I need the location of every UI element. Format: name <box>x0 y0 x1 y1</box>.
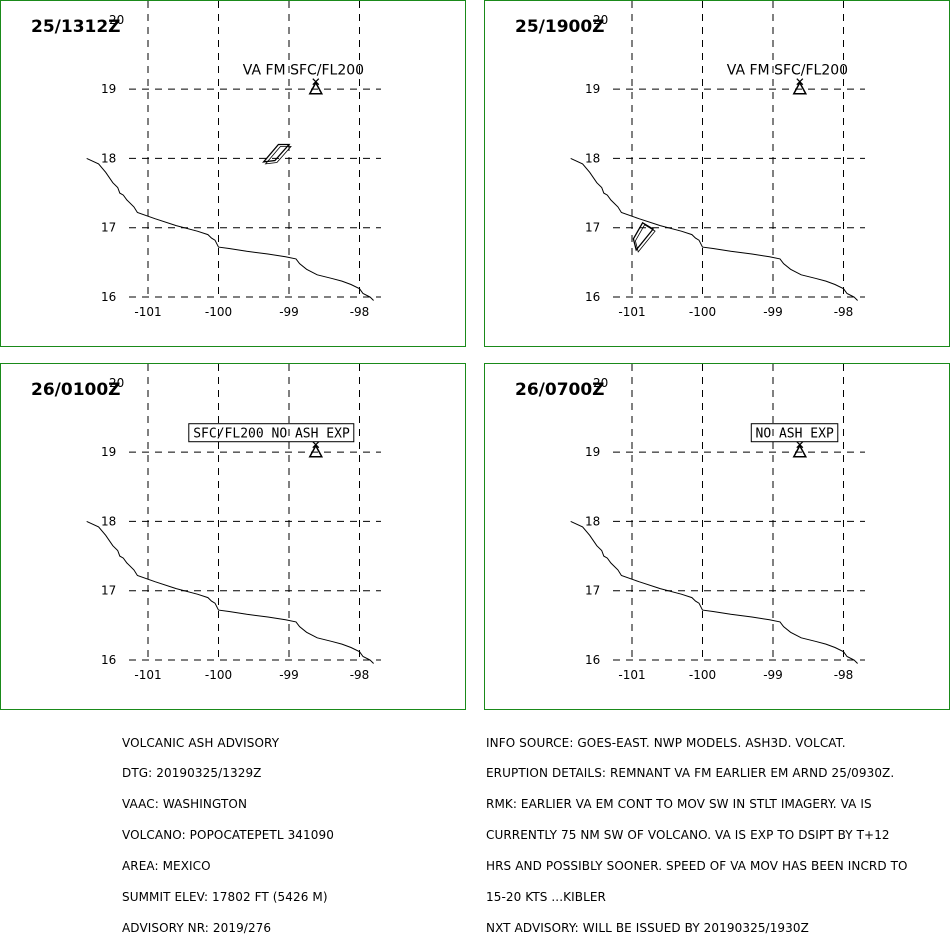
lon-tick-label: -98 <box>834 668 854 682</box>
advisory-line: CURRENTLY 75 NM SW OF VOLCANO. VA IS EXP… <box>486 828 890 843</box>
map-panel-2: 25/1900Z 20 19 18 17 16 -101 -100 -99 -98 VA FM S… <box>484 0 950 347</box>
advisory-line: ERUPTION DETAILS: REMNANT VA FM EARLIER … <box>486 766 895 781</box>
ash-area-polygon <box>262 143 291 163</box>
lat-tick-label: 17 <box>101 221 116 235</box>
lat-tick-label: 18 <box>585 151 600 165</box>
forecast-label: NO ASH EXP <box>756 427 834 442</box>
forecast-label-box <box>188 423 355 443</box>
lon-tick-label: -99 <box>279 668 299 682</box>
lat-tick-label: 20 <box>593 13 608 27</box>
map-svg-2: 20 19 18 17 16 -101 -100 -99 -98 VA FM SFC/FL200 <box>570 1 865 319</box>
panel-time-2: 25/1900Z <box>515 17 605 37</box>
lat-tick-label: 17 <box>585 584 600 598</box>
advisory-line: DTG: 20190325/1329Z <box>122 766 262 781</box>
advisory-line: VOLCANO: POPOCATEPETL 341090 <box>122 828 334 843</box>
lon-tick-label: -101 <box>134 305 161 319</box>
lon-tick-label: -98 <box>350 668 370 682</box>
coastline <box>570 520 858 664</box>
volcano-icon-mark <box>796 441 804 449</box>
lat-tick-label: 18 <box>585 514 600 528</box>
lat-tick-label: 17 <box>585 221 600 235</box>
volcano-icon-mark <box>312 441 320 449</box>
lon-tick-label: -101 <box>134 668 161 682</box>
lon-tick-label: -98 <box>350 305 370 319</box>
map-svg-3: 20 19 18 17 16 -101 -100 -99 -98 SFC/FL200 NO ASH… <box>86 364 381 682</box>
lon-tick-label: -100 <box>205 668 232 682</box>
forecast-label: VA FM SFC/FL200 <box>727 63 848 79</box>
lon-tick-label: -100 <box>689 305 716 319</box>
volcano-icon-mark <box>312 78 320 86</box>
map-svg-4: 20 19 18 17 16 -101 -100 -99 -98 NO ASH EXP <box>570 364 865 682</box>
map-svg-1: 20 19 18 17 16 -101 -100 -99 -98 VA FM SFC/FL200 <box>86 1 381 319</box>
advisory-line: RMK: EARLIER VA EM CONT TO MOV SW IN STL… <box>486 797 872 812</box>
advisory-line: ADVISORY NR: 2019/276 <box>122 920 272 935</box>
lon-tick-label: -101 <box>618 668 645 682</box>
lat-tick-label: 18 <box>101 514 116 528</box>
panel-time-4: 26/0700Z <box>515 380 605 400</box>
advisory-header-text: VOLCANIC ASH ADVISORY DTG: 20190325/1329… <box>122 717 334 944</box>
lat-tick-label: 16 <box>101 653 116 667</box>
lon-tick-label: -99 <box>763 668 783 682</box>
ash-area-outline <box>264 146 292 165</box>
advisory-line: HRS AND POSSIBLY SOONER. SPEED OF VA MOV… <box>486 859 908 874</box>
lat-tick-label: 16 <box>585 653 600 667</box>
advisory-line: NXT ADVISORY: WILL BE ISSUED BY 20190325… <box>486 920 809 935</box>
map-panel-3: 26/0100Z 20 19 18 17 16 -101 -100 -99 -98 SFC/FL2… <box>0 363 466 710</box>
volcano-icon <box>792 81 808 95</box>
lon-tick-label: -100 <box>205 305 232 319</box>
lat-tick-label: 20 <box>109 13 124 27</box>
lat-tick-label: 19 <box>101 82 116 96</box>
volcano-icon <box>308 444 324 458</box>
lon-tick-label: -99 <box>763 305 783 319</box>
ash-area-polygon <box>632 221 655 252</box>
lon-tick-label: -99 <box>279 305 299 319</box>
lat-tick-label: 16 <box>101 290 116 304</box>
lat-tick-label: 19 <box>585 82 600 96</box>
advisory-line: VAAC: WASHINGTON <box>122 797 248 812</box>
lon-tick-label: -100 <box>689 668 716 682</box>
volcano-icon-mark <box>796 78 804 86</box>
lon-tick-label: -98 <box>834 305 854 319</box>
volcano-icon <box>792 444 808 458</box>
lat-tick-label: 16 <box>585 290 600 304</box>
advisory-line: SUMMIT ELEV: 17802 FT (5426 M) <box>122 890 328 905</box>
panel-time-1: 25/1312Z <box>31 17 121 37</box>
map-panel-1: 25/1312Z 20 19 18 17 16 -101 -100 -99 -98 VA FM S… <box>0 0 466 347</box>
panel-time-3: 26/0100Z <box>31 380 121 400</box>
lat-tick-label: 20 <box>593 376 608 390</box>
forecast-label: VA FM SFC/FL200 <box>243 63 364 79</box>
coastline <box>570 157 858 301</box>
advisory-details-text: INFO SOURCE: GOES-EAST. NWP MODELS. ASH3… <box>486 717 908 944</box>
advisory-line: INFO SOURCE: GOES-EAST. NWP MODELS. ASH3… <box>486 735 846 750</box>
map-panel-4: 26/0700Z 20 19 18 17 16 -101 -100 -99 -98 NO ASH … <box>484 363 950 710</box>
lat-tick-label: 17 <box>101 584 116 598</box>
volcano-icon <box>308 81 324 95</box>
advisory-line: AREA: MEXICO <box>122 859 211 874</box>
advisory-line: VOLCANIC ASH ADVISORY <box>122 735 280 750</box>
lat-tick-label: 19 <box>585 445 600 459</box>
advisory-line: 15-20 KTS ...KIBLER <box>486 890 606 905</box>
lat-tick-label: 20 <box>109 376 124 390</box>
ash-area-outline <box>634 224 656 253</box>
coastline <box>86 157 374 301</box>
lon-tick-label: -101 <box>618 305 645 319</box>
lat-tick-label: 18 <box>101 151 116 165</box>
forecast-label-box <box>750 423 839 443</box>
coastline <box>86 520 374 664</box>
lat-tick-label: 19 <box>101 445 116 459</box>
forecast-label: SFC/FL200 NO ASH EXP <box>193 427 350 442</box>
